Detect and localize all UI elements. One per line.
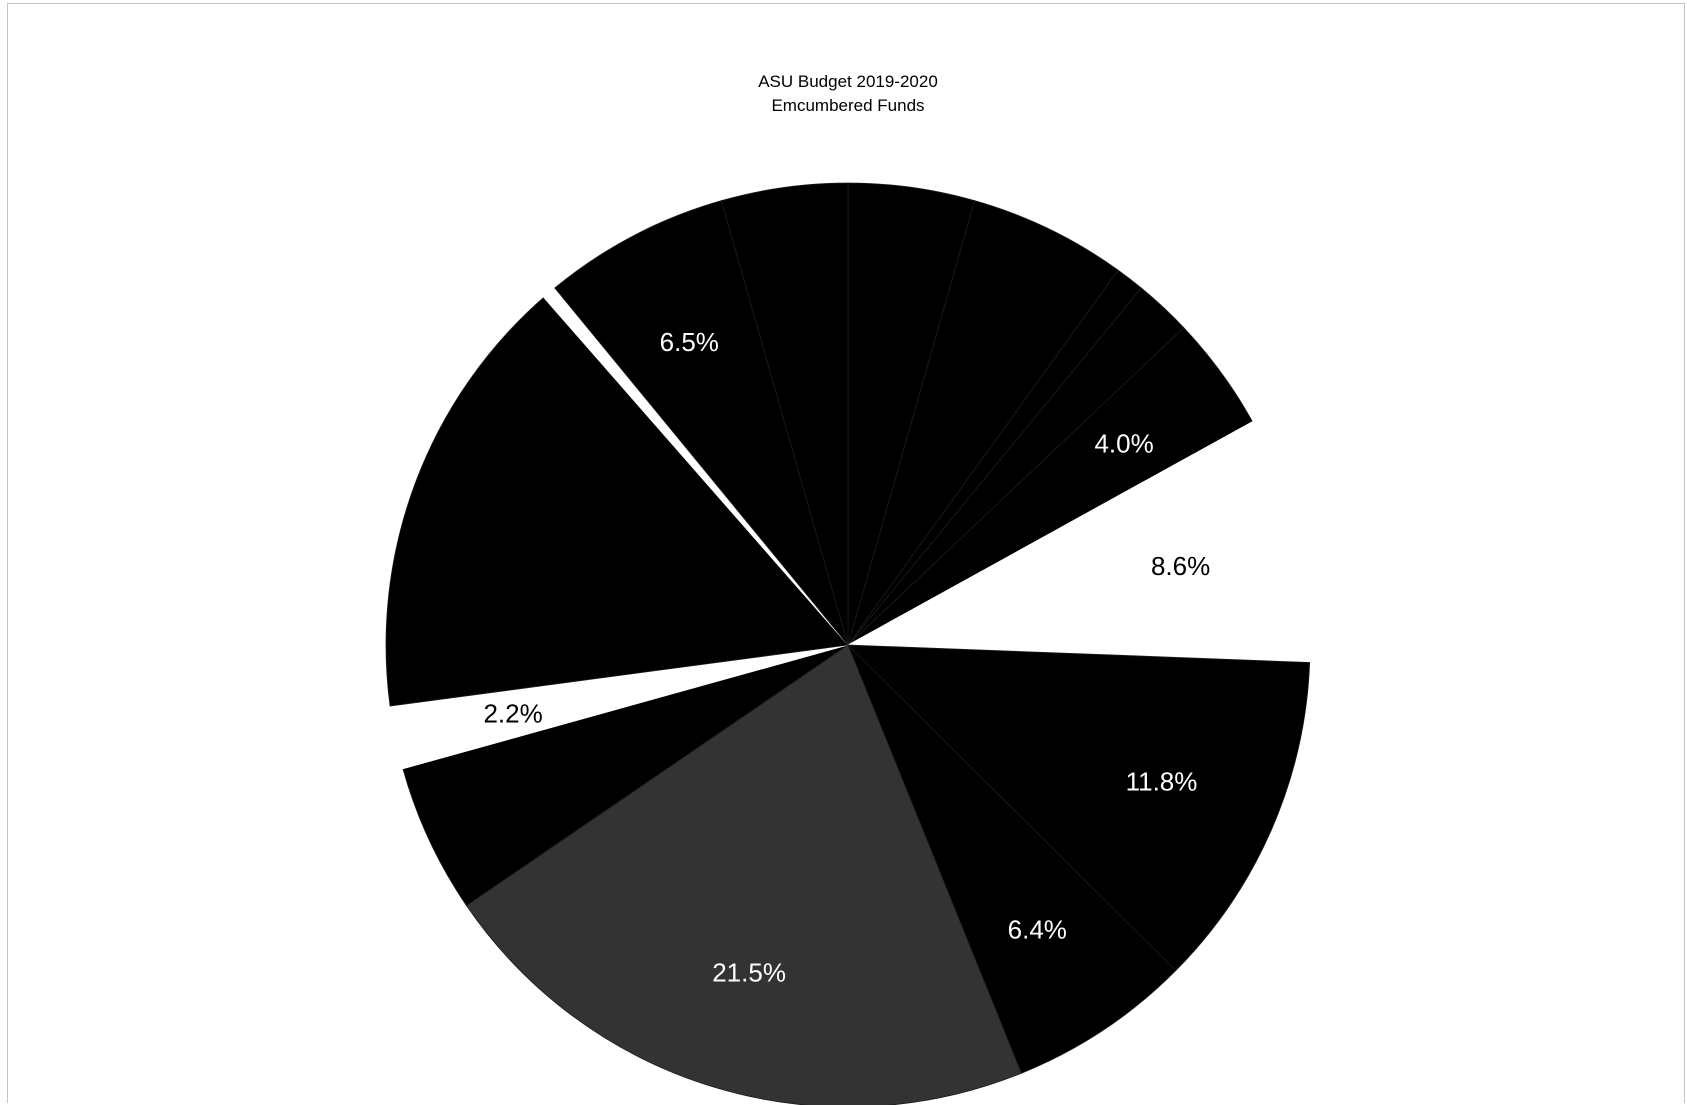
- pie-slice: [402, 644, 849, 907]
- slice-percent-label: 8.6%: [1151, 551, 1210, 581]
- pie-slice: [846, 421, 1311, 663]
- slice-percent-label: 4.0%: [1094, 428, 1153, 458]
- pie-slice: [846, 644, 1311, 972]
- slice-percent-label: 21.5%: [712, 957, 786, 987]
- slice-percent-label: 6.4%: [1008, 915, 1067, 945]
- pie-slice: [385, 296, 849, 707]
- pie-slice: [720, 182, 849, 646]
- pie-slice: [465, 644, 1022, 1105]
- slice-percent-label: 6.5%: [660, 327, 719, 357]
- pie-slice: [847, 644, 1177, 1074]
- pie-labels: 4.0% 8.6% 11.8% 6.4% 21.5% 2.2% 6.5%: [483, 327, 1210, 987]
- chart-frame: [7, 3, 1685, 1103]
- slice-percent-label: 2.2%: [483, 699, 542, 729]
- slice-percent-label: 11.8%: [1126, 766, 1198, 796]
- chart-subtitle: Emcumbered Funds: [771, 96, 924, 115]
- chart-title: ASU Budget 2019-2020: [758, 72, 938, 91]
- pie-slices: [385, 182, 1311, 1105]
- pie-slice: [554, 200, 849, 646]
- pie-slice: [847, 200, 1119, 646]
